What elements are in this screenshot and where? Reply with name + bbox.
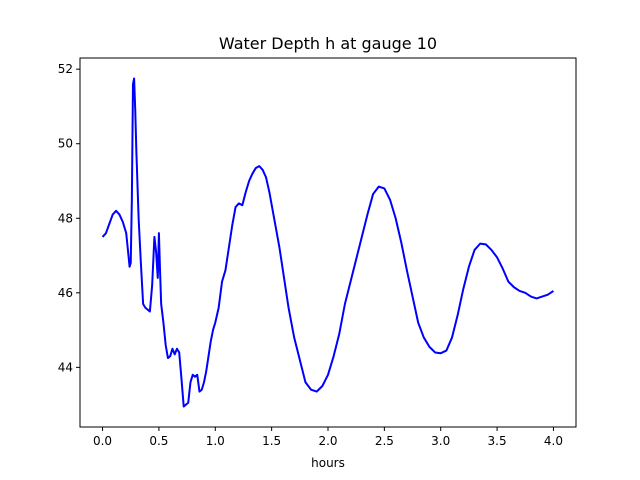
y-tick-label: 46	[58, 286, 73, 300]
x-tick-label: 2.5	[375, 434, 394, 448]
x-tick-label: 3.5	[488, 434, 507, 448]
x-tick-label: 2.0	[318, 434, 337, 448]
series-line-0	[101, 77, 555, 408]
x-axis-label: hours	[311, 456, 345, 470]
x-tick-label: 0.0	[93, 434, 112, 448]
x-tick-label: 4.0	[544, 434, 563, 448]
x-tick-label: 1.5	[262, 434, 281, 448]
y-tick-label: 50	[58, 137, 73, 151]
y-tick-label: 48	[58, 211, 73, 225]
y-tick-label: 44	[58, 360, 73, 374]
plot-area: 0.0 0.5 1.0 1.5 2.0 2.5 3.0 3.5 4.0 44 46 48 50 52	[58, 57, 577, 448]
x-tick-label: 3.0	[431, 434, 450, 448]
chart-title: Water Depth h at gauge 10	[219, 34, 437, 53]
x-tick-label: 1.0	[206, 434, 225, 448]
x-tick-label: 0.5	[149, 434, 168, 448]
y-tick-label: 52	[58, 62, 73, 76]
